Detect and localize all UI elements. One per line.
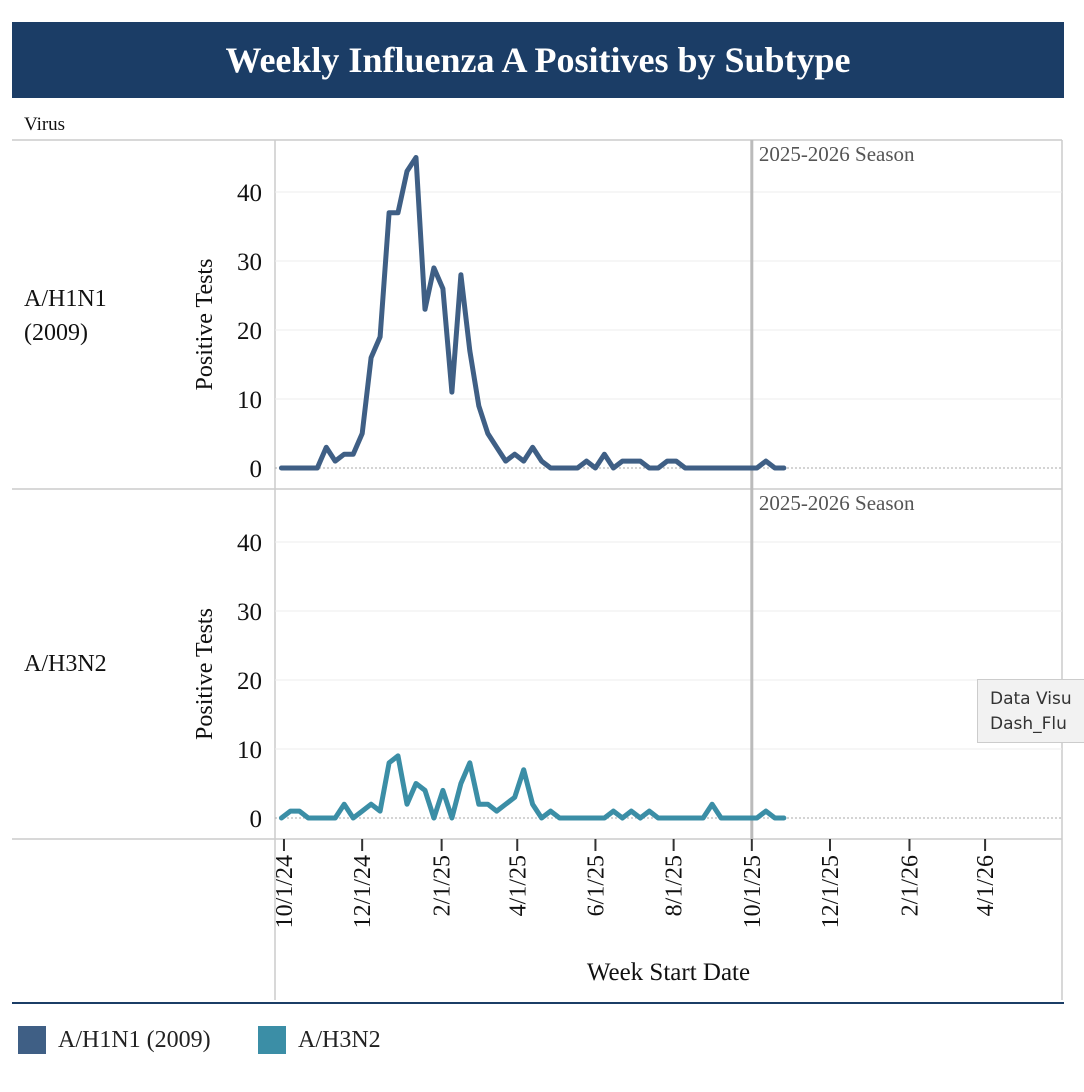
- x-tick-label-2/1/26: 2/1/26: [897, 855, 923, 916]
- season-marker-label-h1n1: 2025-2026 Season: [759, 142, 915, 166]
- row-label-h3n2: A/H3N2: [24, 647, 107, 681]
- x-axis-label: Week Start Date: [587, 959, 750, 986]
- x-tick-label-2/1/25: 2/1/25: [430, 855, 456, 916]
- y-tick-label-h1n1-40: 40: [237, 180, 262, 207]
- legend-swatch-h1n1: [18, 1026, 46, 1054]
- column-header-virus: Virus: [24, 114, 66, 135]
- legend-divider: [12, 1002, 1064, 1004]
- y-tick-label-h3n2-0: 0: [250, 806, 263, 833]
- x-tick-label-12/1/24: 12/1/24: [350, 855, 376, 928]
- x-tick-label-8/1/25: 8/1/25: [662, 855, 688, 916]
- tooltip-line2: Dash_Flu: [990, 714, 1067, 734]
- y-axis-label-h1n1: Positive Tests: [192, 259, 218, 391]
- x-tick-label-4/1/26: 4/1/26: [973, 855, 999, 916]
- tooltip-line1: Data Visu: [990, 689, 1072, 709]
- row-label-h1n1-line1: A/H1N1: [24, 286, 107, 312]
- y-tick-label-h1n1-10: 10: [237, 387, 262, 414]
- season-marker-label-h3n2: 2025-2026 Season: [759, 491, 915, 515]
- y-tick-label-h3n2-10: 10: [237, 737, 262, 764]
- panel-h1n1: 0 10 20 30 40 Positive Tests 2025-2026 Season: [192, 140, 1062, 489]
- x-tick-label-10/1/24: 10/1/24: [272, 855, 298, 928]
- x-tick-label-12/1/25: 12/1/25: [818, 855, 844, 928]
- panel-h3n2: 0 10 20 30 40 Positive Tests 2025-2026 Season: [192, 489, 1062, 839]
- legend-label-h3n2: A/H3N2: [298, 1026, 381, 1053]
- y-tick-label-h1n1-30: 30: [237, 249, 262, 276]
- series-line-h1n1: [278, 155, 787, 471]
- chart-title: Weekly Influenza A Positives by Subtype: [12, 22, 1064, 98]
- x-axis: 10/1/24 12/1/24 2/1/25 4/1/25 6/1/25 8/1/25 10…: [272, 839, 999, 986]
- legend-swatch-h3n2: [258, 1026, 286, 1054]
- y-tick-label-h3n2-30: 30: [237, 599, 262, 626]
- legend-item-h1n1[interactable]: A/H1N1 (2009): [18, 1026, 211, 1054]
- x-tick-label-4/1/25: 4/1/25: [505, 855, 531, 916]
- legend-item-h3n2[interactable]: A/H3N2: [258, 1026, 381, 1054]
- row-label-h3n2-line1: A/H3N2: [24, 651, 107, 677]
- row-label-h1n1-line2: (2009): [24, 320, 88, 346]
- y-tick-label-h1n1-0: 0: [250, 456, 263, 483]
- x-tick-label-10/1/25: 10/1/25: [740, 855, 766, 928]
- y-axis-label-h3n2: Positive Tests: [192, 608, 218, 740]
- y-tick-label-h3n2-40: 40: [237, 530, 262, 557]
- series-line-h3n2: [278, 753, 787, 821]
- y-tick-label-h3n2-20: 20: [237, 668, 262, 695]
- x-tick-label-6/1/25: 6/1/25: [583, 855, 609, 916]
- tooltip: Data Visu Dash_Flu: [977, 679, 1084, 743]
- y-tick-label-h1n1-20: 20: [237, 318, 262, 345]
- legend-label-h1n1: A/H1N1 (2009): [58, 1026, 211, 1053]
- row-label-h1n1: A/H1N1 (2009): [24, 282, 107, 350]
